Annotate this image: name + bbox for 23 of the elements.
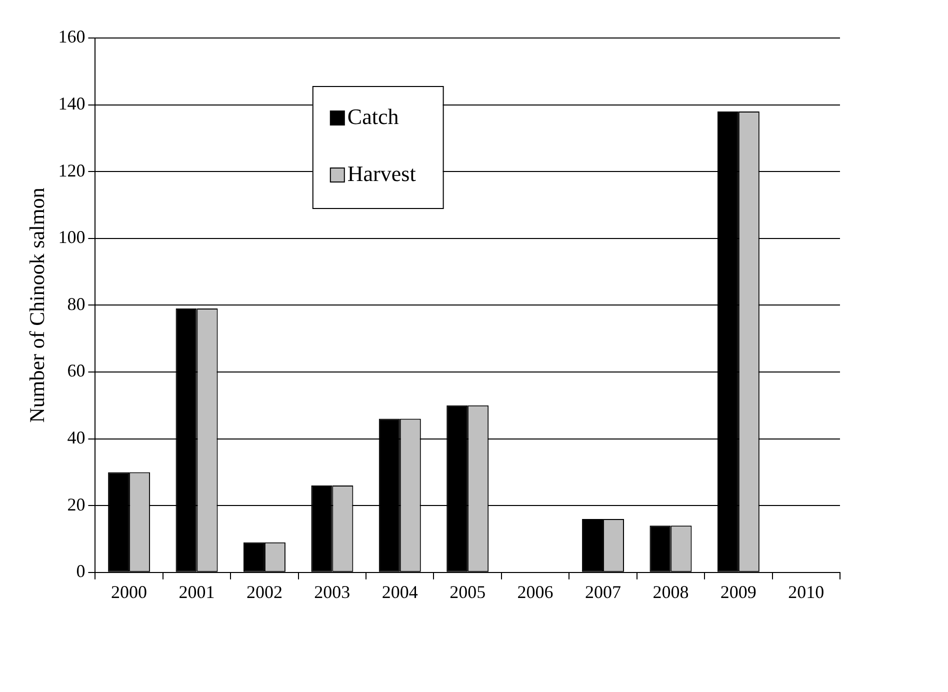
x-tick-label: 2006 (517, 582, 554, 602)
y-tick-label: 140 (58, 94, 86, 114)
y-axis-title: Number of Chinook salmon (25, 187, 50, 423)
x-tick-label: 2007 (585, 582, 622, 602)
x-tick-label: 2003 (314, 582, 350, 602)
x-tick-label: 2005 (450, 582, 486, 602)
y-tick-label: 100 (58, 227, 86, 248)
x-tick-label: 2010 (788, 582, 824, 602)
x-tick-label: 2009 (720, 582, 756, 602)
y-tick-label: 0 (76, 561, 86, 582)
y-tick-label: 160 (58, 26, 86, 47)
x-tick-label: 2008 (652, 582, 689, 602)
y-tick-label: 20 (67, 494, 86, 514)
y-tick-label: 120 (58, 160, 86, 180)
x-tick-label: 2000 (111, 582, 148, 602)
legend-label: Harvest (347, 160, 416, 186)
legend-label: Catch (347, 104, 399, 129)
x-tick-label: 2002 (246, 582, 282, 602)
y-tick-label: 40 (67, 428, 86, 448)
y-tick-label: 60 (67, 360, 86, 381)
x-tick-label: 2004 (382, 582, 418, 602)
y-tick-label: 80 (67, 294, 86, 314)
x-tick-label: 2001 (178, 582, 215, 602)
